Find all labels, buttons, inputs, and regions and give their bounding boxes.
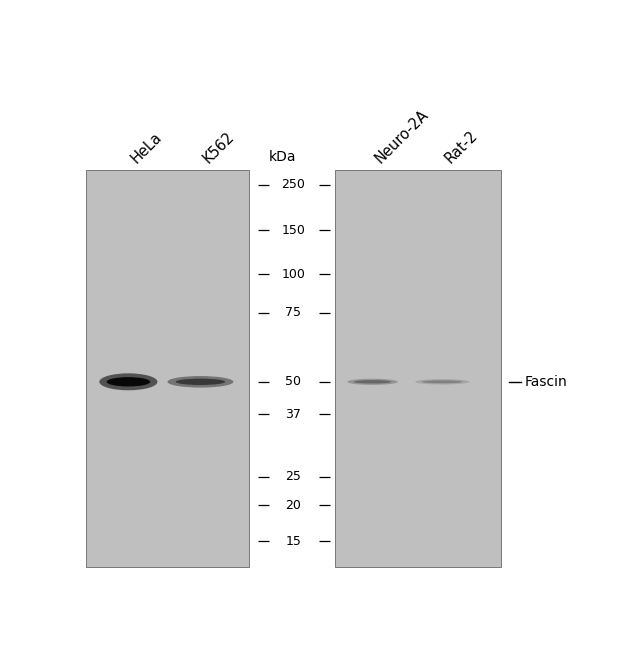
Ellipse shape (107, 377, 150, 387)
Ellipse shape (422, 380, 462, 383)
Text: kDa: kDa (269, 150, 296, 164)
Text: K562: K562 (200, 129, 238, 166)
Text: 37: 37 (286, 408, 301, 420)
Ellipse shape (167, 376, 233, 387)
Ellipse shape (415, 379, 469, 385)
Text: 100: 100 (281, 267, 305, 280)
Text: 15: 15 (286, 535, 301, 548)
Text: Fascin: Fascin (524, 375, 567, 389)
Ellipse shape (99, 374, 157, 390)
Text: 25: 25 (286, 470, 301, 483)
Bar (335, 170, 501, 566)
Text: 250: 250 (281, 178, 305, 191)
Text: 150: 150 (281, 224, 305, 237)
Bar (85, 170, 248, 566)
Text: HeLa: HeLa (129, 129, 165, 166)
Ellipse shape (176, 379, 225, 385)
Ellipse shape (354, 380, 391, 383)
Text: 20: 20 (286, 498, 301, 512)
Text: Rat-2: Rat-2 (442, 128, 480, 166)
Text: 50: 50 (285, 376, 301, 388)
Ellipse shape (348, 379, 397, 385)
Text: Neuro-2A: Neuro-2A (373, 107, 432, 166)
Text: 75: 75 (285, 306, 301, 319)
